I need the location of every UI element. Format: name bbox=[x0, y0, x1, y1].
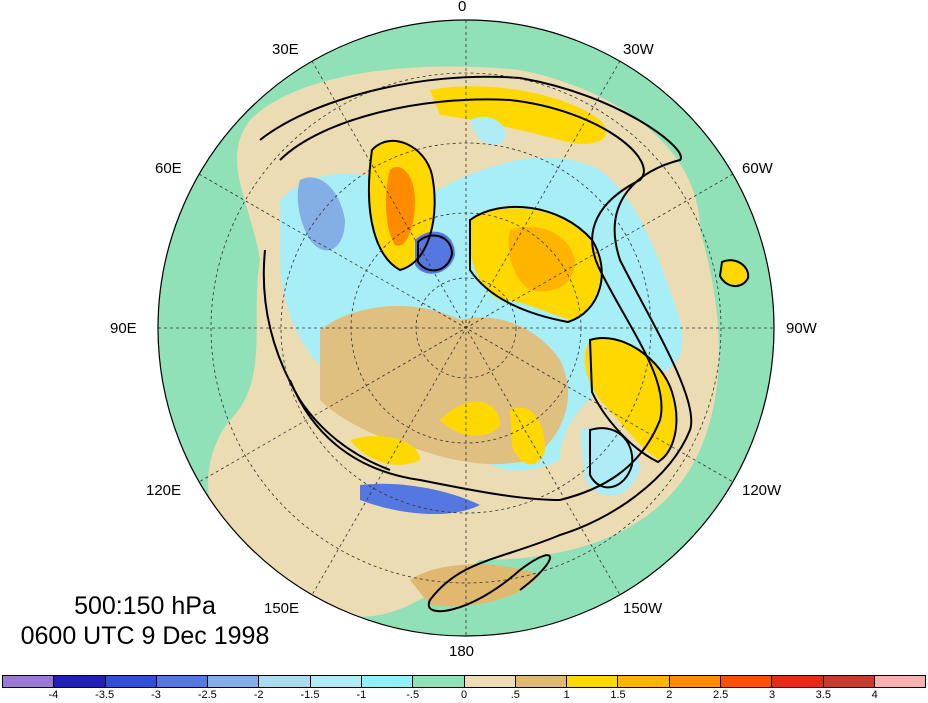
colorbar-swatch bbox=[54, 676, 106, 687]
anomaly-region bbox=[385, 166, 415, 246]
colorbar-swatch bbox=[310, 676, 362, 687]
colorbar-tick-label: -4 bbox=[48, 689, 59, 701]
lon-label-150w: 150W bbox=[623, 600, 663, 617]
colorbar-tick-label: 3 bbox=[768, 689, 776, 701]
anomaly-region bbox=[508, 226, 575, 292]
colorbar-swatch bbox=[618, 676, 670, 687]
colorbar-ticks: -4 -3.5 -3 -2.5 -2 -1.5 -1 -.5 0 .5 1 1.5 2 2.5 3 3.5 4 bbox=[0, 689, 928, 703]
lon-label-90w: 90W bbox=[786, 320, 817, 337]
colorbar-tick-label: 1 bbox=[563, 689, 570, 701]
contour-line bbox=[417, 234, 454, 272]
colorbar-tick-label: -3.5 bbox=[95, 689, 115, 701]
contour-layer bbox=[259, 75, 750, 613]
anomaly-region bbox=[470, 116, 506, 145]
contour-line bbox=[368, 139, 436, 272]
colorbar-tick-label: 3.5 bbox=[815, 689, 831, 701]
map-boundary bbox=[157, 19, 775, 637]
colorbar-swatch bbox=[515, 676, 568, 687]
contour-line bbox=[259, 75, 693, 613]
lon-label-120e: 120E bbox=[146, 482, 182, 499]
lon-label-30w: 30W bbox=[623, 41, 654, 58]
colorbar-tick-label: 0 bbox=[460, 689, 468, 701]
anomaly-region bbox=[350, 436, 420, 465]
map-fill-layer bbox=[158, 20, 774, 636]
colorbar-tick-label: 2.5 bbox=[713, 689, 729, 701]
map-title-level: 500:150 hPa bbox=[74, 592, 216, 620]
colorbar-swatch bbox=[720, 676, 773, 687]
anomaly-region bbox=[430, 86, 607, 144]
lon-label-150e: 150E bbox=[264, 600, 300, 617]
anomaly-region bbox=[410, 564, 540, 607]
colorbar-swatch bbox=[156, 676, 209, 687]
anomaly-region bbox=[297, 177, 345, 251]
contour-line bbox=[469, 205, 603, 324]
lon-label-0: 0 bbox=[458, 0, 467, 15]
colorbar-swatch bbox=[259, 676, 311, 687]
lon-label-60e: 60E bbox=[155, 160, 182, 177]
colorbar-swatch bbox=[105, 676, 157, 687]
colorbar-tick-label: 2 bbox=[666, 689, 673, 701]
colorbar-tick-label: -.5 bbox=[406, 689, 420, 701]
lon-label-120w: 120W bbox=[742, 482, 782, 499]
lon-label-180: 180 bbox=[449, 643, 475, 660]
colorbar-swatch bbox=[464, 676, 516, 687]
colorbar-swatch bbox=[669, 676, 721, 687]
anomaly-region bbox=[720, 260, 749, 287]
colorbar bbox=[2, 675, 926, 688]
lon-label-60w: 60W bbox=[742, 160, 773, 177]
grid-lines bbox=[158, 20, 774, 636]
colorbar-swatch bbox=[874, 676, 926, 687]
colorbar-tick-label: -2.5 bbox=[197, 689, 217, 701]
colorbar-swatch bbox=[208, 676, 260, 687]
lon-label-30e: 30E bbox=[272, 41, 299, 58]
contour-line bbox=[588, 337, 678, 464]
contour-line bbox=[589, 427, 634, 489]
anomaly-region bbox=[415, 231, 455, 274]
colorbar-swatch bbox=[772, 676, 824, 687]
colorbar-swatch bbox=[361, 676, 414, 687]
anomaly-region bbox=[510, 407, 545, 465]
lon-label-90e: 90E bbox=[110, 320, 137, 337]
colorbar-tick-label: -2 bbox=[253, 689, 264, 701]
contour-line bbox=[262, 249, 391, 471]
colorbar-tick-label: .5 bbox=[510, 689, 520, 701]
map-title-time: 0600 UTC 9 Dec 1998 bbox=[20, 622, 270, 650]
contour-line bbox=[718, 259, 750, 287]
colorbar-tick-label: -1.5 bbox=[300, 689, 320, 701]
colorbar-swatch bbox=[567, 676, 619, 687]
contour-line bbox=[279, 98, 663, 501]
anomaly-region bbox=[320, 306, 569, 465]
colorbar-tick-label: 1.5 bbox=[610, 689, 626, 701]
colorbar-tick-label: -3 bbox=[151, 689, 161, 701]
colorbar-swatch bbox=[823, 676, 875, 687]
colorbar-swatch bbox=[413, 676, 465, 687]
colorbar-tick-label: -1 bbox=[356, 689, 367, 701]
colorbar-swatch bbox=[3, 676, 55, 687]
contour-line bbox=[289, 379, 561, 501]
anomaly-region bbox=[440, 401, 500, 436]
anomaly-region bbox=[360, 483, 480, 515]
colorbar-tick-label: 4 bbox=[871, 689, 878, 701]
